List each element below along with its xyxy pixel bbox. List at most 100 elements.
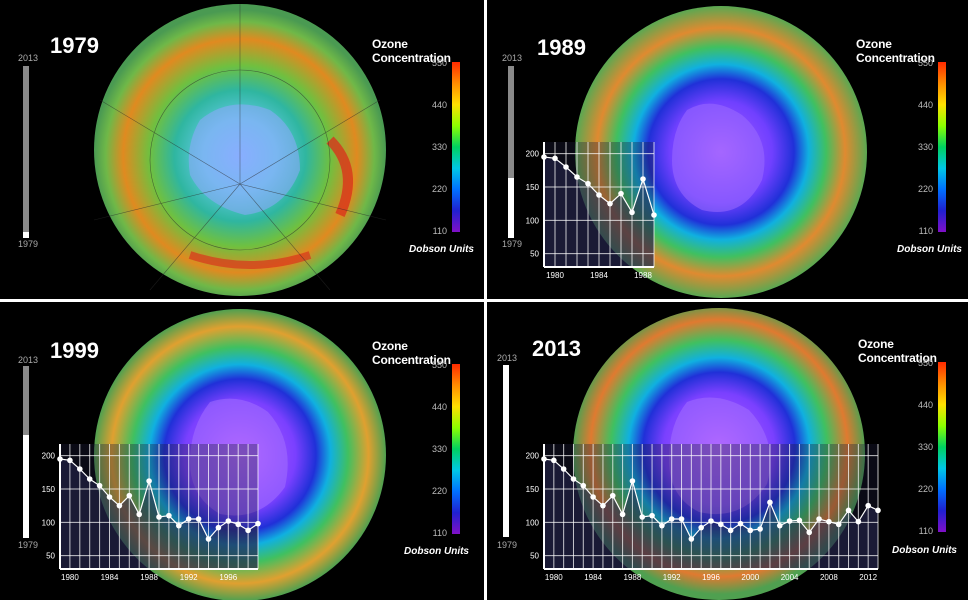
x-tick-label: 1996 — [702, 573, 720, 582]
data-point — [698, 524, 704, 531]
data-point — [136, 511, 142, 518]
data-point — [865, 502, 871, 509]
data-point — [796, 517, 803, 524]
slider-top-label: 2013 — [18, 53, 39, 63]
data-point — [596, 192, 602, 198]
legend-tick: 330 — [917, 442, 933, 452]
y-tick-label: 50 — [46, 552, 55, 561]
chart-area — [544, 459, 878, 569]
data-point — [245, 527, 251, 534]
panel-2013: 50 100 150 200 1980 1984 1988 1992 1996 2000 2004 2… — [487, 302, 968, 600]
data-point — [146, 478, 152, 484]
legend-tick: 440 — [917, 100, 933, 110]
x-tick-label: 1984 — [101, 573, 119, 582]
data-point — [806, 529, 813, 536]
timeline-slider-fill — [503, 365, 509, 537]
data-point — [767, 499, 773, 506]
meridian-lines — [93, 4, 387, 291]
data-point — [96, 482, 103, 489]
data-point — [747, 527, 754, 534]
x-tick-label: 1984 — [584, 573, 602, 582]
data-point — [835, 521, 842, 528]
legend-title: Ozone Concentration — [856, 37, 935, 65]
data-point — [786, 518, 793, 524]
x-tick-label: 1988 — [140, 573, 158, 582]
x-tick-label: 1984 — [590, 271, 608, 280]
data-point — [816, 516, 822, 522]
data-point — [826, 518, 832, 525]
data-point — [776, 522, 783, 529]
data-point — [727, 527, 734, 534]
timeline-slider-fill — [23, 232, 29, 238]
data-point — [668, 516, 675, 522]
legend-tick: 110 — [918, 526, 933, 536]
panel-1999: 50 100 150 200 1980 1984 1988 1992 1996 1999 201… — [0, 302, 484, 600]
legend-tick: 110 — [918, 226, 933, 236]
data-point — [619, 511, 626, 518]
data-point — [570, 476, 577, 482]
data-point — [67, 457, 73, 464]
legend-units: Dobson Units — [897, 244, 962, 255]
x-tick-label: 1992 — [663, 573, 681, 582]
data-point — [205, 536, 212, 542]
legend-tick: 330 — [917, 142, 933, 152]
legend-tick: 330 — [431, 142, 447, 152]
panel-1989: 50 100 150 200 1980 1984 1988 1989 2013 1979 O… — [487, 0, 968, 299]
data-point — [116, 502, 123, 509]
x-tick-label: 2008 — [820, 573, 838, 582]
ozone-colorbar — [938, 62, 946, 232]
x-tick-label: 2000 — [741, 573, 759, 582]
legend-tick: 220 — [917, 184, 933, 194]
data-point — [541, 456, 547, 462]
data-point — [629, 209, 635, 216]
year-label: 1979 — [50, 33, 99, 58]
y-tick-label: 200 — [526, 150, 540, 159]
x-tick-label: 1980 — [546, 271, 564, 280]
legend-tick: 550 — [431, 360, 447, 370]
x-tick-label: 1988 — [634, 271, 652, 280]
data-point — [688, 536, 695, 542]
data-point — [541, 154, 547, 160]
year-label: 2013 — [532, 336, 581, 361]
legend-tick: 220 — [431, 486, 447, 496]
ozone-minimum-chart: 50 100 150 200 1980 1984 1988 1992 1996 — [42, 444, 261, 582]
y-tick-label: 50 — [530, 552, 539, 561]
y-tick-label: 100 — [526, 518, 540, 527]
legend-units: Dobson Units — [409, 244, 474, 255]
data-point — [708, 518, 714, 524]
data-point — [649, 512, 655, 519]
legend-tick: 330 — [431, 444, 447, 454]
data-point — [639, 514, 646, 520]
data-point — [678, 516, 685, 522]
data-point — [195, 516, 202, 522]
panel-1979: 1979 2013 1979 Ozone Concentration 550 4… — [0, 0, 484, 299]
antarctica-shape — [190, 398, 288, 516]
legend-tick: 550 — [917, 358, 933, 368]
timeline-slider-fill — [23, 435, 29, 538]
slider-bottom-label: 1979 — [497, 540, 518, 550]
data-point — [552, 155, 558, 162]
slider-top-label: 2013 — [502, 53, 523, 63]
slider-bottom-label: 1979 — [502, 239, 523, 249]
data-point — [185, 516, 192, 522]
timeline-slider[interactable] — [508, 66, 514, 238]
ozone-colorbar — [452, 62, 460, 232]
data-point — [580, 482, 587, 489]
timeline-slider[interactable] — [23, 66, 29, 238]
legend-tick: 440 — [431, 402, 447, 412]
ozone-colorbar — [452, 364, 460, 534]
data-point — [609, 492, 616, 499]
data-point — [560, 466, 567, 472]
data-point — [176, 522, 182, 529]
data-point — [600, 502, 606, 509]
legend-tick: 110 — [432, 226, 447, 236]
x-tick-label: 2004 — [781, 573, 799, 582]
slider-bottom-label: 1979 — [18, 540, 39, 550]
data-point — [875, 507, 881, 514]
data-point — [156, 514, 162, 520]
high-ozone-band — [326, 136, 353, 218]
high-ozone-band — [188, 251, 312, 269]
y-tick-label: 200 — [526, 452, 540, 461]
y-tick-label: 150 — [526, 183, 540, 192]
y-tick-label: 100 — [526, 216, 540, 225]
